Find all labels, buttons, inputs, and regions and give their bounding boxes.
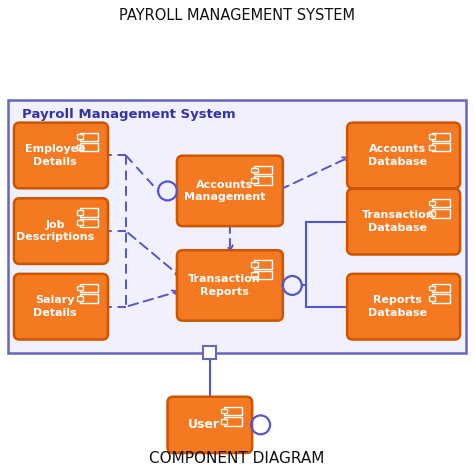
Text: Job
Descriptions: Job Descriptions [16,219,94,243]
Text: Payroll Management System: Payroll Management System [22,109,236,121]
FancyBboxPatch shape [428,296,435,301]
FancyBboxPatch shape [251,273,257,277]
FancyBboxPatch shape [76,145,82,149]
FancyBboxPatch shape [177,250,283,320]
Text: Salary
Details: Salary Details [34,295,77,318]
FancyBboxPatch shape [432,209,450,218]
FancyBboxPatch shape [251,167,257,172]
FancyBboxPatch shape [255,165,273,174]
Text: Reports
Database: Reports Database [368,295,428,318]
Text: Accounts
Management: Accounts Management [183,180,265,202]
FancyBboxPatch shape [255,260,273,269]
FancyBboxPatch shape [432,143,450,152]
Text: Transaction
Reports: Transaction Reports [188,274,261,297]
FancyBboxPatch shape [251,178,257,182]
FancyBboxPatch shape [432,133,450,141]
FancyBboxPatch shape [224,407,242,415]
FancyBboxPatch shape [347,274,460,339]
FancyBboxPatch shape [80,133,98,141]
FancyBboxPatch shape [428,211,435,216]
FancyBboxPatch shape [80,219,98,227]
FancyBboxPatch shape [14,123,108,188]
FancyBboxPatch shape [428,286,435,291]
FancyBboxPatch shape [14,274,108,339]
FancyBboxPatch shape [432,284,450,292]
Text: PAYROLL MANAGEMENT SYSTEM: PAYROLL MANAGEMENT SYSTEM [119,8,355,23]
FancyBboxPatch shape [80,284,98,292]
FancyBboxPatch shape [428,201,435,205]
FancyBboxPatch shape [347,189,460,255]
Text: Transaction
Database: Transaction Database [362,210,434,233]
FancyBboxPatch shape [167,397,252,453]
FancyBboxPatch shape [432,294,450,303]
FancyBboxPatch shape [428,135,435,139]
FancyBboxPatch shape [221,419,227,424]
FancyBboxPatch shape [432,199,450,207]
FancyBboxPatch shape [203,346,217,359]
FancyBboxPatch shape [224,417,242,426]
Text: COMPONENT DIAGRAM: COMPONENT DIAGRAM [149,451,325,466]
FancyBboxPatch shape [8,100,466,353]
FancyBboxPatch shape [76,296,82,301]
FancyBboxPatch shape [255,176,273,184]
FancyBboxPatch shape [76,210,82,215]
FancyBboxPatch shape [76,220,82,225]
Text: Accounts
Database: Accounts Database [368,144,428,167]
FancyBboxPatch shape [221,409,227,413]
FancyBboxPatch shape [347,123,460,188]
Text: User: User [188,419,220,431]
FancyBboxPatch shape [255,271,273,279]
FancyBboxPatch shape [80,208,98,217]
FancyBboxPatch shape [251,262,257,267]
FancyBboxPatch shape [177,156,283,226]
FancyBboxPatch shape [14,198,108,264]
Text: Employee
Details: Employee Details [25,144,86,167]
FancyBboxPatch shape [428,145,435,149]
FancyBboxPatch shape [80,143,98,152]
FancyBboxPatch shape [76,135,82,139]
FancyBboxPatch shape [76,286,82,291]
FancyBboxPatch shape [80,294,98,303]
